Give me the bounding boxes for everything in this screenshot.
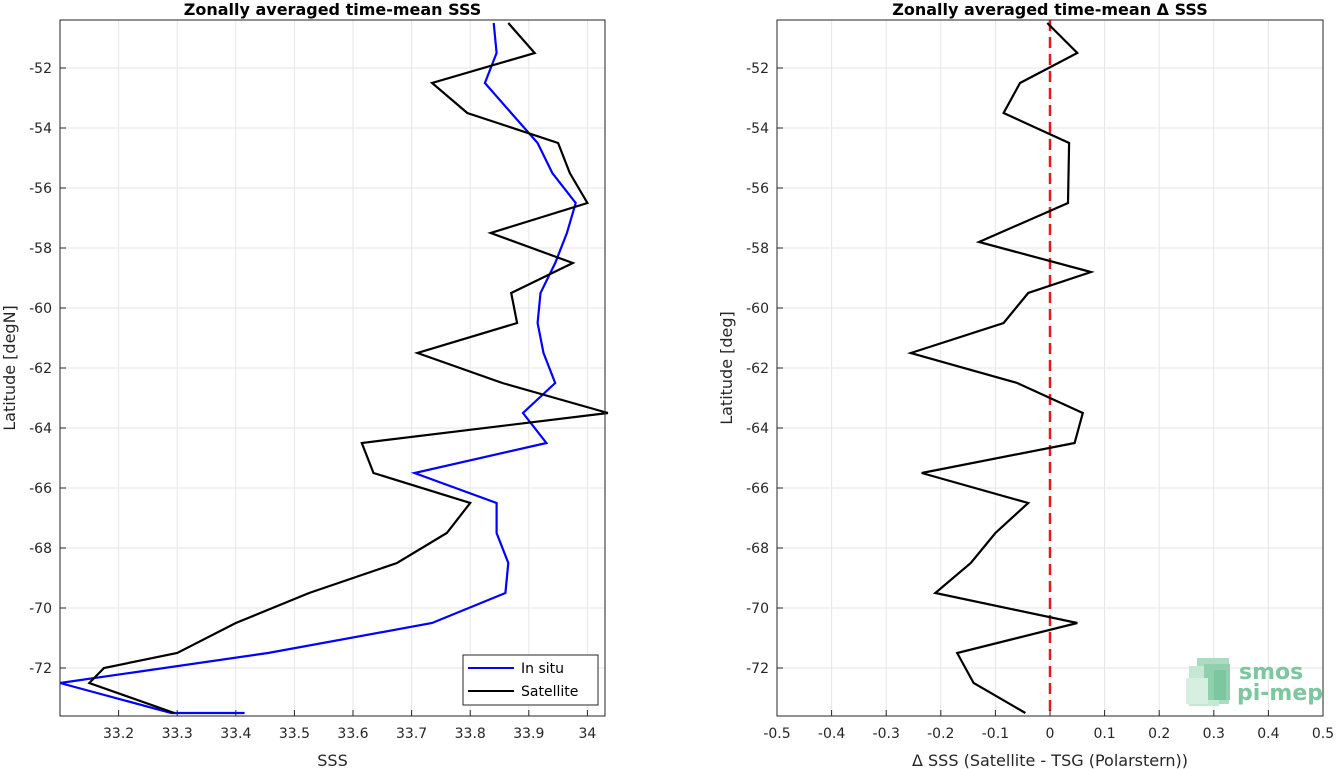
delta-ticks: -0.5 -0.4 -0.3 -0.2 -0.1 0 0.1 0.2 0.3 0.4 0.5 -52 -… (746, 61, 1334, 742)
sss-y-tick-label: -64 (29, 421, 52, 437)
delta-y-tick-label: -64 (746, 421, 769, 437)
delta-y-tick-label: -68 (746, 541, 769, 557)
delta-y-tick-label: -52 (746, 61, 769, 77)
sss-x-tick-label: 34 (579, 726, 597, 742)
sss-legend: In situ Satellite (462, 654, 599, 706)
sss-x-tick-label: 33.4 (220, 726, 251, 742)
delta-series-difference (907, 22, 1095, 714)
sss-x-tick-label: 33.5 (279, 726, 310, 742)
sss-y-tick-label: -60 (29, 301, 52, 317)
sss-y-tick-label: -68 (29, 541, 52, 557)
legend-label-in-situ: In situ (521, 661, 564, 677)
sss-series-group (59, 22, 609, 715)
smos-pi-mep-logo: smos pi-mep (1186, 658, 1323, 706)
logo-mark-icon (1186, 658, 1230, 706)
delta-y-tick-label: -70 (746, 601, 769, 617)
sss-ticks: 33.2 33.3 33.4 33.5 33.6 33.7 33.8 33.9 34 -52 -54… (29, 61, 596, 742)
sss-y-tick-label: -66 (29, 481, 52, 497)
delta-x-tick-label: 0.2 (1148, 726, 1170, 742)
delta-series-group (907, 20, 1095, 716)
sss-y-tick-label: -54 (29, 121, 52, 137)
sss-y-tick-label: -56 (29, 181, 52, 197)
delta-y-tick-label: -66 (746, 481, 769, 497)
delta-x-tick-label: -0.1 (982, 726, 1009, 742)
delta-y-tick-label: -54 (746, 121, 769, 137)
legend-label-satellite: Satellite (521, 684, 578, 700)
delta-x-tick-label: -0.3 (873, 726, 900, 742)
sss-panel: 33.2 33.3 33.4 33.5 33.6 33.7 33.8 33.9 34 -52 -54… (0, 0, 609, 769)
sss-y-tick-label: -58 (29, 241, 52, 257)
delta-sss-panel: -0.5 -0.4 -0.3 -0.2 -0.1 0 0.1 0.2 0.3 0.4 0.5 -52 -… (717, 0, 1334, 769)
sss-series-in-situ (59, 22, 577, 715)
sss-x-axis-label: SSS (317, 751, 347, 769)
delta-y-tick-label: -56 (746, 181, 769, 197)
delta-y-tick-label: -60 (746, 301, 769, 317)
delta-x-tick-label: 0 (1046, 726, 1055, 742)
delta-x-tick-label: -0.2 (927, 726, 954, 742)
sss-x-tick-label: 33.3 (162, 726, 193, 742)
delta-x-tick-label: 0.3 (1203, 726, 1225, 742)
sss-y-tick-label: -72 (29, 661, 52, 677)
sss-grid (60, 20, 605, 716)
delta-x-tick-label: 0.1 (1093, 726, 1115, 742)
sss-series-satellite (87, 22, 609, 715)
delta-y-tick-label: -58 (746, 241, 769, 257)
legend-box (462, 654, 599, 706)
sss-plot-title: Zonally averaged time-mean SSS (184, 0, 482, 19)
sss-y-tick-label: -62 (29, 361, 52, 377)
logo-text-line2: pi-mep (1237, 681, 1323, 706)
sss-y-tick-label: -70 (29, 601, 52, 617)
delta-y-axis-label: Latitude [deg] (717, 311, 736, 425)
delta-x-axis-label: Δ SSS (Satellite - TSG (Polarstern)) (912, 751, 1188, 769)
sss-x-tick-label: 33.8 (455, 726, 486, 742)
delta-y-tick-label: -62 (746, 361, 769, 377)
sss-x-tick-label: 33.2 (103, 726, 134, 742)
delta-x-tick-label: -0.5 (763, 726, 790, 742)
delta-x-tick-label: 0.4 (1257, 726, 1279, 742)
logo-text-line1: smos (1239, 660, 1303, 685)
sss-y-tick-label: -52 (29, 61, 52, 77)
sss-y-axis-label: Latitude [degN] (0, 305, 19, 431)
delta-plot-title: Zonally averaged time-mean Δ SSS (892, 0, 1208, 19)
sss-x-tick-label: 33.9 (513, 726, 544, 742)
delta-y-tick-label: -72 (746, 661, 769, 677)
sss-x-tick-label: 33.7 (396, 726, 427, 742)
delta-x-tick-label: 0.5 (1312, 726, 1334, 742)
sss-x-tick-label: 33.6 (337, 726, 368, 742)
delta-x-tick-label: -0.4 (818, 726, 845, 742)
